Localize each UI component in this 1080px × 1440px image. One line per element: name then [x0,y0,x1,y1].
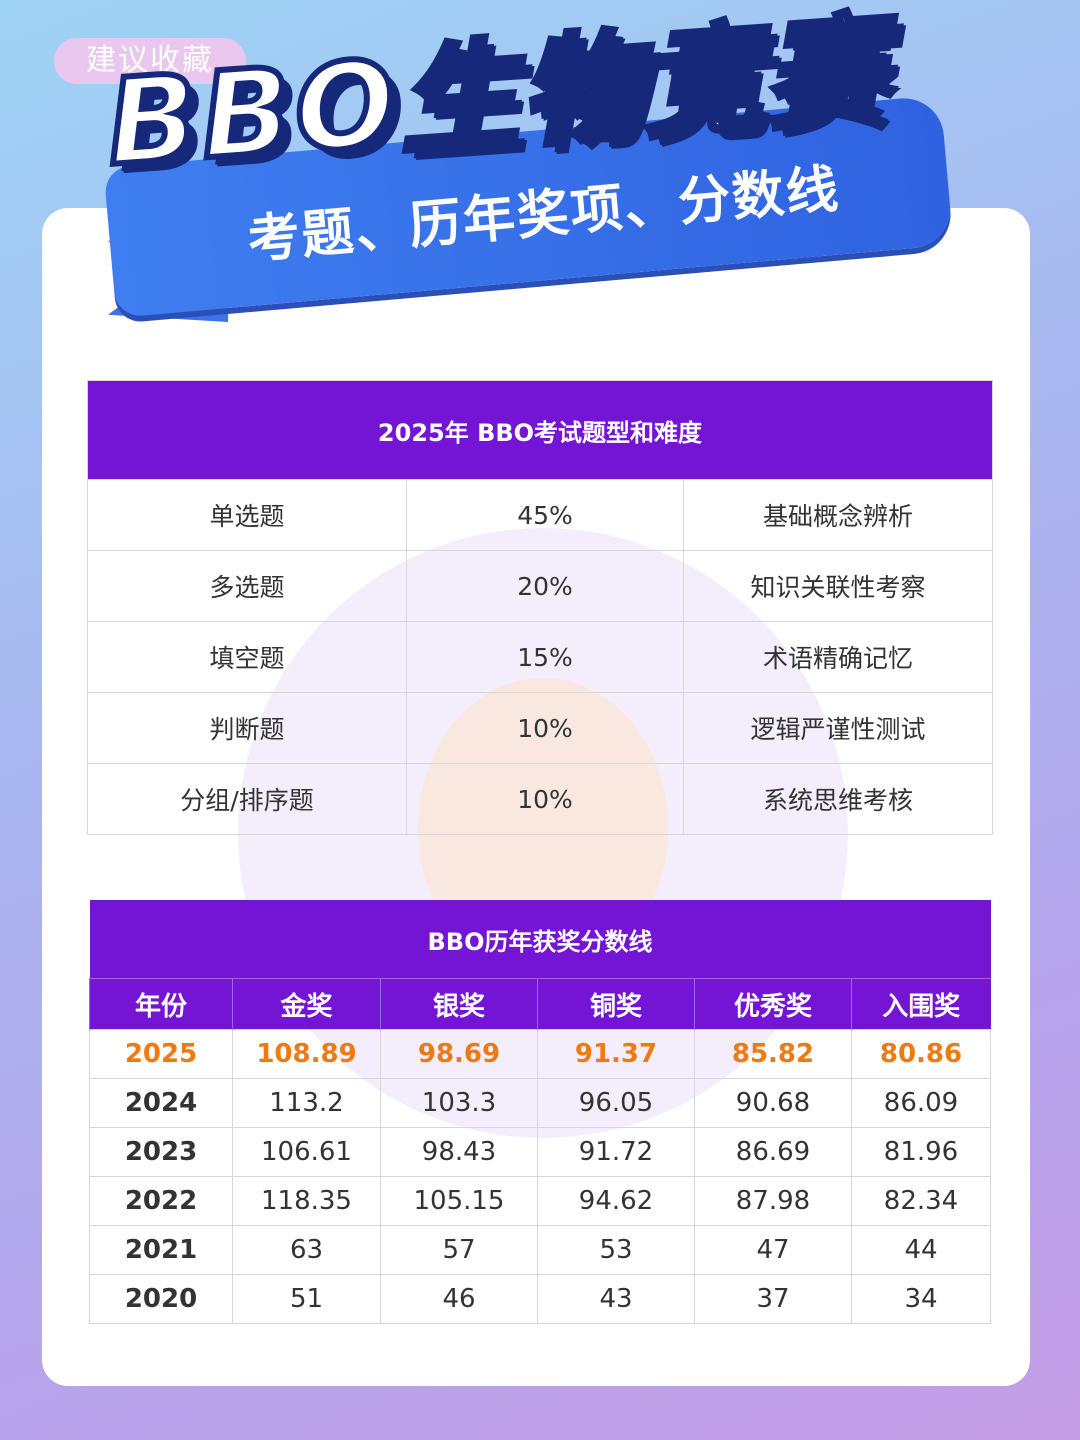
question-focus: 基础概念辨析 [683,479,993,551]
column-header-merit: 优秀奖 [694,978,852,1030]
column-header-bronze: 铜奖 [537,978,695,1030]
question-focus: 逻辑严谨性测试 [683,692,993,764]
score-cell: 37 [694,1274,852,1324]
score-cell: 94.62 [537,1176,695,1226]
score-table-header: BBO历年获奖分数线 [89,900,991,979]
score-cell: 57 [380,1225,538,1275]
score-cell: 44 [851,1225,991,1275]
year-cell: 2022 [89,1176,233,1226]
year-cell: 2020 [89,1274,233,1324]
table-row: 2022 118.35 105.15 94.62 87.98 82.34 [89,1176,991,1226]
score-cell: 86.69 [694,1127,852,1177]
score-cell: 51 [232,1274,381,1324]
exam-format-table: 2025年 BBO考试题型和难度 单选题 45% 基础概念辨析 多选题 20% … [87,380,993,835]
score-cell: 82.34 [851,1176,991,1226]
score-cell: 46 [380,1274,538,1324]
score-cell: 87.98 [694,1176,852,1226]
score-cell: 105.15 [380,1176,538,1226]
column-header-gold: 金奖 [232,978,381,1030]
score-cell: 98.69 [380,1029,538,1079]
column-header-silver: 银奖 [380,978,538,1030]
question-focus: 术语精确记忆 [683,621,993,693]
score-cell: 43 [537,1274,695,1324]
question-type: 单选题 [87,479,407,551]
table-row: 2025 108.89 98.69 91.37 85.82 80.86 [89,1029,991,1079]
table-row: 多选题 20% 知识关联性考察 [87,550,993,622]
question-type: 填空题 [87,621,407,693]
score-cell: 80.86 [851,1029,991,1079]
year-cell: 2025 [89,1029,233,1079]
score-cell: 91.37 [537,1029,695,1079]
score-cell: 103.3 [380,1078,538,1128]
year-cell: 2023 [89,1127,233,1177]
question-percent: 15% [406,621,684,693]
score-cell: 96.05 [537,1078,695,1128]
score-cell: 85.82 [694,1029,852,1079]
question-type: 分组/排序题 [87,763,407,835]
column-header-row: 年份 金奖 银奖 铜奖 优秀奖 入围奖 [89,978,991,1030]
question-type: 多选题 [87,550,407,622]
score-cell: 91.72 [537,1127,695,1177]
score-cell: 53 [537,1225,695,1275]
question-focus: 知识关联性考察 [683,550,993,622]
score-cell: 34 [851,1274,991,1324]
column-header-year: 年份 [89,978,233,1030]
question-focus: 系统思维考核 [683,763,993,835]
table-row: 分组/排序题 10% 系统思维考核 [87,763,993,835]
score-cell: 63 [232,1225,381,1275]
question-type: 判断题 [87,692,407,764]
question-percent: 10% [406,692,684,764]
exam-table-header: 2025年 BBO考试题型和难度 [87,380,993,480]
table-row: 单选题 45% 基础概念辨析 [87,479,993,551]
score-cell: 106.61 [232,1127,381,1177]
score-cell: 90.68 [694,1078,852,1128]
question-percent: 45% [406,479,684,551]
column-header-finalist: 入围奖 [851,978,991,1030]
score-cell: 98.43 [380,1127,538,1177]
score-cell: 81.96 [851,1127,991,1177]
score-cell: 86.09 [851,1078,991,1128]
score-cell: 118.35 [232,1176,381,1226]
table-row: 2021 63 57 53 47 44 [89,1225,991,1275]
table-row: 2024 113.2 103.3 96.05 90.68 86.09 [89,1078,991,1128]
question-percent: 10% [406,763,684,835]
table-row: 判断题 10% 逻辑严谨性测试 [87,692,993,764]
year-cell: 2021 [89,1225,233,1275]
score-threshold-table: BBO历年获奖分数线 年份 金奖 银奖 铜奖 优秀奖 入围奖 2025 108.… [89,900,991,1324]
bookmark-tag: 建议收藏 [54,38,246,84]
score-cell: 113.2 [232,1078,381,1128]
table-row: 2023 106.61 98.43 91.72 86.69 81.96 [89,1127,991,1177]
question-percent: 20% [406,550,684,622]
score-cell: 47 [694,1225,852,1275]
score-cell: 108.89 [232,1029,381,1079]
table-row: 填空题 15% 术语精确记忆 [87,621,993,693]
year-cell: 2024 [89,1078,233,1128]
table-row: 2020 51 46 43 37 34 [89,1274,991,1324]
